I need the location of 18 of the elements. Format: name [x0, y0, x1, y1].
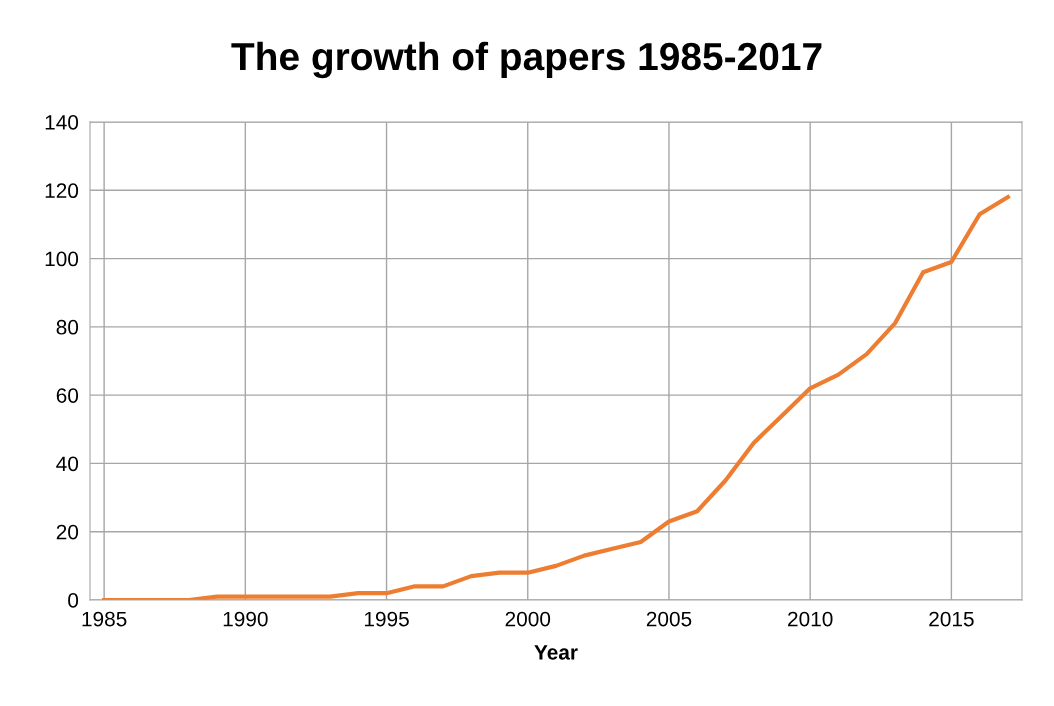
y-tick-label: 40: [56, 456, 79, 472]
y-tick-label: 60: [56, 388, 79, 403]
y-tick-label: 80: [56, 319, 79, 335]
y-tick-label: 120: [45, 183, 79, 199]
x-tick-label: 2005: [646, 611, 692, 627]
y-tick-label: 140: [45, 115, 79, 130]
y-tick-label: 100: [45, 251, 79, 267]
chart-title: The growth of papers 1985-2017: [231, 41, 822, 79]
x-tick-label: 1985: [82, 611, 127, 627]
y-tick-label: 0: [68, 593, 79, 608]
x-tick-label: 2010: [788, 611, 833, 627]
x-tick-label: 2015: [929, 611, 974, 627]
x-tick-label: 2000: [505, 611, 551, 627]
y-tick-label: 20: [56, 524, 79, 540]
x-axis-title: Year: [534, 645, 578, 660]
line-series: [102, 195, 1010, 600]
x-tick-label: 1995: [364, 611, 409, 627]
x-tick-label: 1990: [223, 611, 268, 627]
